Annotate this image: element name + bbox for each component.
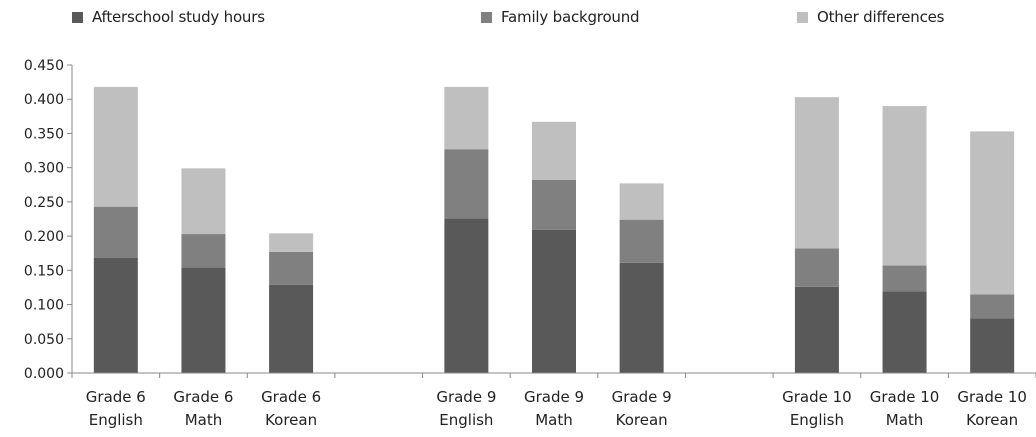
- legend: Afterschool study hours Family backgroun…: [0, 8, 1036, 32]
- x-category-label: Grade 9: [436, 388, 496, 406]
- bar-segment-afterschool-study-hours: [619, 262, 664, 373]
- bar-segment-family-background: [444, 149, 489, 219]
- bar-segment-other-differences: [181, 168, 226, 235]
- x-category-sublabel: English: [439, 411, 493, 429]
- legend-swatch: [481, 11, 492, 23]
- x-category-sublabel: Korean: [616, 411, 668, 429]
- bar-segment-family-background: [269, 251, 314, 285]
- bar-segment-family-background: [970, 294, 1015, 319]
- y-tick-label: 0.100: [24, 298, 64, 314]
- bar-segment-other-differences: [619, 183, 664, 220]
- y-tick-label: 0.300: [24, 161, 64, 177]
- legend-label: Other differences: [817, 8, 945, 26]
- bar-segment-other-differences: [532, 121, 576, 180]
- bar-segment-other-differences: [269, 233, 314, 252]
- bar-segment-family-background: [93, 206, 138, 259]
- bar-segment-family-background: [532, 179, 576, 230]
- bar-segment-afterschool-study-hours: [882, 291, 927, 373]
- bar-segment-family-background: [882, 265, 927, 292]
- bar-segment-afterschool-study-hours: [532, 229, 576, 373]
- bar-segment-afterschool-study-hours: [970, 318, 1015, 373]
- legend-item-family-background: Family background: [481, 8, 640, 26]
- y-tick-label: 0.400: [24, 92, 64, 108]
- bar-segment-family-background: [181, 234, 226, 268]
- legend-item-other-differences: Other differences: [797, 8, 945, 26]
- x-category-label: Grade 10: [782, 388, 852, 406]
- bar-segment-other-differences: [444, 86, 489, 150]
- x-category-sublabel: Math: [535, 411, 573, 429]
- legend-swatch: [72, 11, 83, 23]
- y-tick-label: 0.250: [24, 195, 64, 211]
- x-category-sublabel: Korean: [966, 411, 1018, 429]
- y-tick-label: 0.450: [24, 58, 64, 74]
- legend-label: Family background: [501, 8, 640, 26]
- bar-segment-afterschool-study-hours: [181, 267, 226, 373]
- bar-segment-afterschool-study-hours: [794, 286, 839, 373]
- x-category-sublabel: Math: [886, 411, 924, 429]
- y-tick-label: 0.000: [24, 366, 64, 382]
- y-tick-label: 0.350: [24, 126, 64, 142]
- x-category-sublabel: English: [89, 411, 143, 429]
- legend-item-afterschool-study-hours: Afterschool study hours: [72, 8, 265, 26]
- x-category-label: Grade 9: [524, 388, 584, 406]
- legend-swatch: [797, 11, 808, 23]
- bar-segment-afterschool-study-hours: [444, 218, 489, 373]
- bar-segment-afterschool-study-hours: [269, 284, 314, 373]
- x-category-sublabel: Korean: [265, 411, 317, 429]
- bar-segment-other-differences: [882, 106, 927, 266]
- bar-segment-other-differences: [970, 131, 1015, 295]
- y-tick-label: 0.050: [24, 332, 64, 348]
- bar-segment-other-differences: [794, 97, 839, 249]
- x-category-label: Grade 9: [612, 388, 672, 406]
- legend-label: Afterschool study hours: [92, 8, 265, 26]
- x-category-label: Grade 10: [957, 388, 1027, 406]
- x-category-label: Grade 6: [173, 388, 233, 406]
- y-tick-label: 0.200: [24, 229, 64, 245]
- x-category-sublabel: Math: [185, 411, 223, 429]
- x-category-label: Grade 10: [870, 388, 940, 406]
- bar-segment-afterschool-study-hours: [93, 258, 138, 373]
- bar-segment-family-background: [794, 248, 839, 287]
- x-category-sublabel: English: [790, 411, 844, 429]
- y-tick-label: 0.150: [24, 263, 64, 279]
- x-category-label: Grade 6: [261, 388, 321, 406]
- bar-segment-family-background: [619, 219, 664, 263]
- bar-segment-other-differences: [93, 86, 138, 207]
- x-category-label: Grade 6: [86, 388, 146, 406]
